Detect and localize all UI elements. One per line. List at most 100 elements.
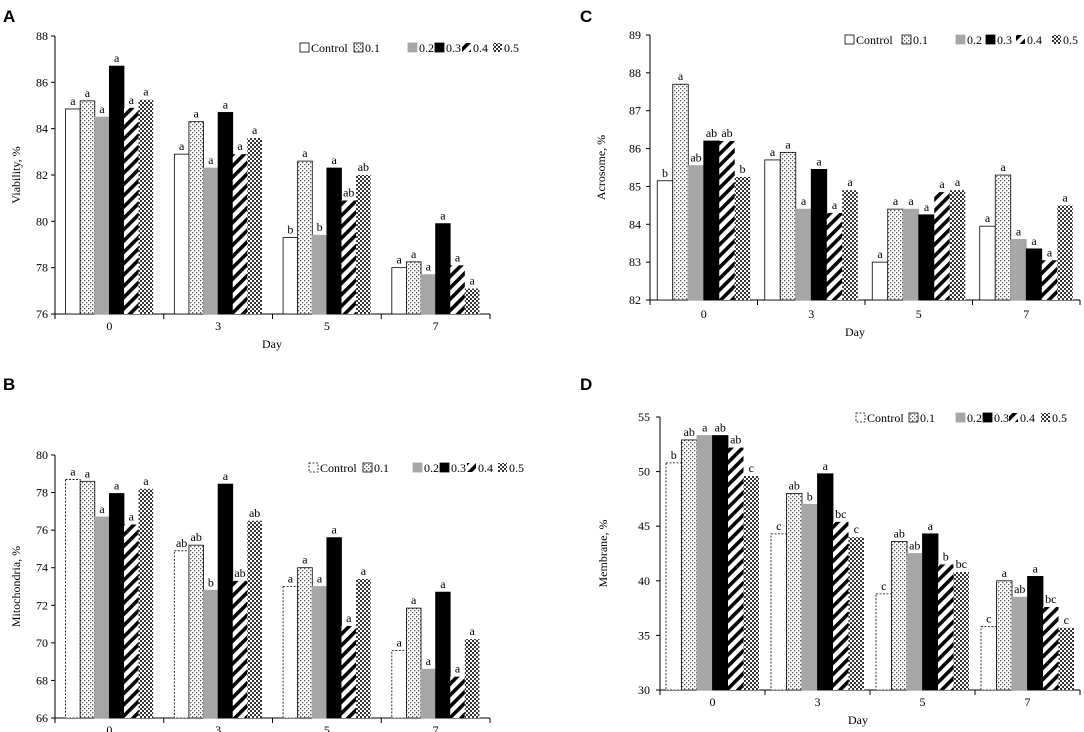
bar-0.2-day-0 <box>94 516 110 719</box>
bar-0.5-day-0 <box>734 176 751 300</box>
bar-0.2-day-7 <box>1011 596 1028 691</box>
y-tick-label: 82 <box>629 293 641 307</box>
legend-label: 0.1 <box>913 33 928 47</box>
bar-0.4-day-5 <box>341 200 357 314</box>
bar-significance-label: a <box>223 97 229 111</box>
legend-item: 0.3 <box>985 33 1012 47</box>
bar-0.5-day-7 <box>464 288 480 314</box>
panel-letter: A <box>3 7 15 26</box>
bar-0.1-day-5 <box>891 541 908 691</box>
legend-label: Control <box>311 41 348 55</box>
bar-0.3-day-3 <box>217 483 234 719</box>
x-tick-label: 3 <box>815 695 821 709</box>
y-tick-label: 40 <box>638 574 650 588</box>
bar-significance-label: a <box>179 139 185 153</box>
bar-control-day-7 <box>979 225 996 301</box>
legend-label: 0.4 <box>1027 33 1042 47</box>
bar-significance-label: bc <box>1045 592 1056 606</box>
bar-significance-label: a <box>99 102 105 116</box>
bar-0.4-day-7 <box>1043 607 1059 690</box>
bar-significance-label: a <box>317 572 323 586</box>
panel-letter: B <box>3 375 15 394</box>
legend-swatch <box>299 42 310 53</box>
bar-0.3-day-7 <box>1027 576 1044 691</box>
x-tick-label: 5 <box>920 695 926 709</box>
y-axis-title: Mitochondria, % <box>9 546 23 627</box>
bar-significance-label: a <box>770 145 776 159</box>
bar-significance-label: a <box>114 479 120 493</box>
y-axis-title: Viability, % <box>9 146 23 203</box>
legend-label: Control <box>867 411 904 425</box>
bar-0.5-day-3 <box>247 520 262 718</box>
bar-0.4-day-0 <box>123 524 139 718</box>
legend-swatch <box>985 34 996 45</box>
bar-0.4-day-5 <box>938 564 954 690</box>
legend-label: 0.1 <box>374 461 389 475</box>
y-tick-label: 45 <box>638 519 650 533</box>
legend-item: 0.5 <box>498 461 524 475</box>
bar-significance-label: ab <box>343 185 354 199</box>
legend-label: 0.4 <box>1020 411 1035 425</box>
bar-significance-label: a <box>469 274 475 288</box>
legend-item: 0.2 <box>955 411 982 425</box>
bar-significance-label: a <box>455 662 461 676</box>
bar-control-day-0 <box>65 479 81 719</box>
y-tick-label: 88 <box>629 66 641 80</box>
bar-0.5-day-5 <box>953 572 969 690</box>
y-tick-label: 85 <box>629 179 641 193</box>
legend-item: 0.2 <box>407 41 434 55</box>
bar-significance-label: a <box>129 510 135 524</box>
bar-0.4-day-7 <box>1041 260 1058 300</box>
y-tick-label: 82 <box>36 168 48 182</box>
legend-item: 0.4 <box>467 461 493 475</box>
bar-0.4-day-3 <box>833 521 849 690</box>
bar-significance-label: ab <box>706 126 717 140</box>
y-tick-label: 68 <box>36 673 48 687</box>
y-tick-label: 89 <box>629 28 641 42</box>
bar-control-day-5 <box>282 237 299 315</box>
bar-significance-label: ab <box>789 478 800 492</box>
legend-label: 0.1 <box>365 41 380 55</box>
bar-significance-label: a <box>332 153 338 167</box>
bar-significance-label: ab <box>909 539 920 553</box>
bar-0.3-day-5 <box>326 537 342 719</box>
bar-0.5-day-7 <box>464 639 480 718</box>
legend-swatch <box>982 412 993 423</box>
legend-label: 0.5 <box>504 41 519 55</box>
bar-significance-label: a <box>302 146 308 160</box>
legend-swatch <box>1016 35 1025 44</box>
bar-significance-label: a <box>143 474 149 488</box>
bar-significance-label: a <box>893 194 899 208</box>
y-tick-label: 70 <box>36 636 48 650</box>
y-tick-label: 55 <box>638 410 650 424</box>
x-tick-label: 0 <box>710 695 716 709</box>
y-tick-label: 78 <box>36 486 48 500</box>
bar-0.1-day-0 <box>79 100 96 315</box>
bar-significance-label: a <box>928 519 934 533</box>
legend-swatch <box>498 463 507 472</box>
legend-swatch <box>439 462 450 473</box>
bar-0.4-day-0 <box>719 141 735 300</box>
legend-item: 0.5 <box>1041 411 1067 425</box>
bar-significance-label: b <box>740 162 746 176</box>
bar-0.3-day-7 <box>1025 248 1043 301</box>
bar-significance-label: ab <box>721 126 732 140</box>
legend-item: Control <box>855 411 904 425</box>
legend-label: 0.5 <box>1063 33 1078 47</box>
bar-0.5-day-0 <box>138 99 154 314</box>
bar-significance-label: a <box>99 502 105 516</box>
bar-control-day-3 <box>173 153 190 315</box>
legend-label: 0.1 <box>920 411 935 425</box>
bar-significance-label: b <box>662 166 668 180</box>
bar-significance-label: bc <box>835 507 846 521</box>
bar-significance-label: a <box>832 198 838 212</box>
x-tick-label: 5 <box>324 723 330 732</box>
bar-0.5-day-0 <box>138 488 154 718</box>
bar-0.2-day-0 <box>696 435 713 691</box>
y-axis-title: Acrosome, % <box>594 135 608 200</box>
bar-significance-label: a <box>237 139 243 153</box>
bar-significance-label: b <box>287 223 293 237</box>
legend-item: 0.2 <box>412 461 439 475</box>
x-tick-label: 5 <box>916 307 922 321</box>
